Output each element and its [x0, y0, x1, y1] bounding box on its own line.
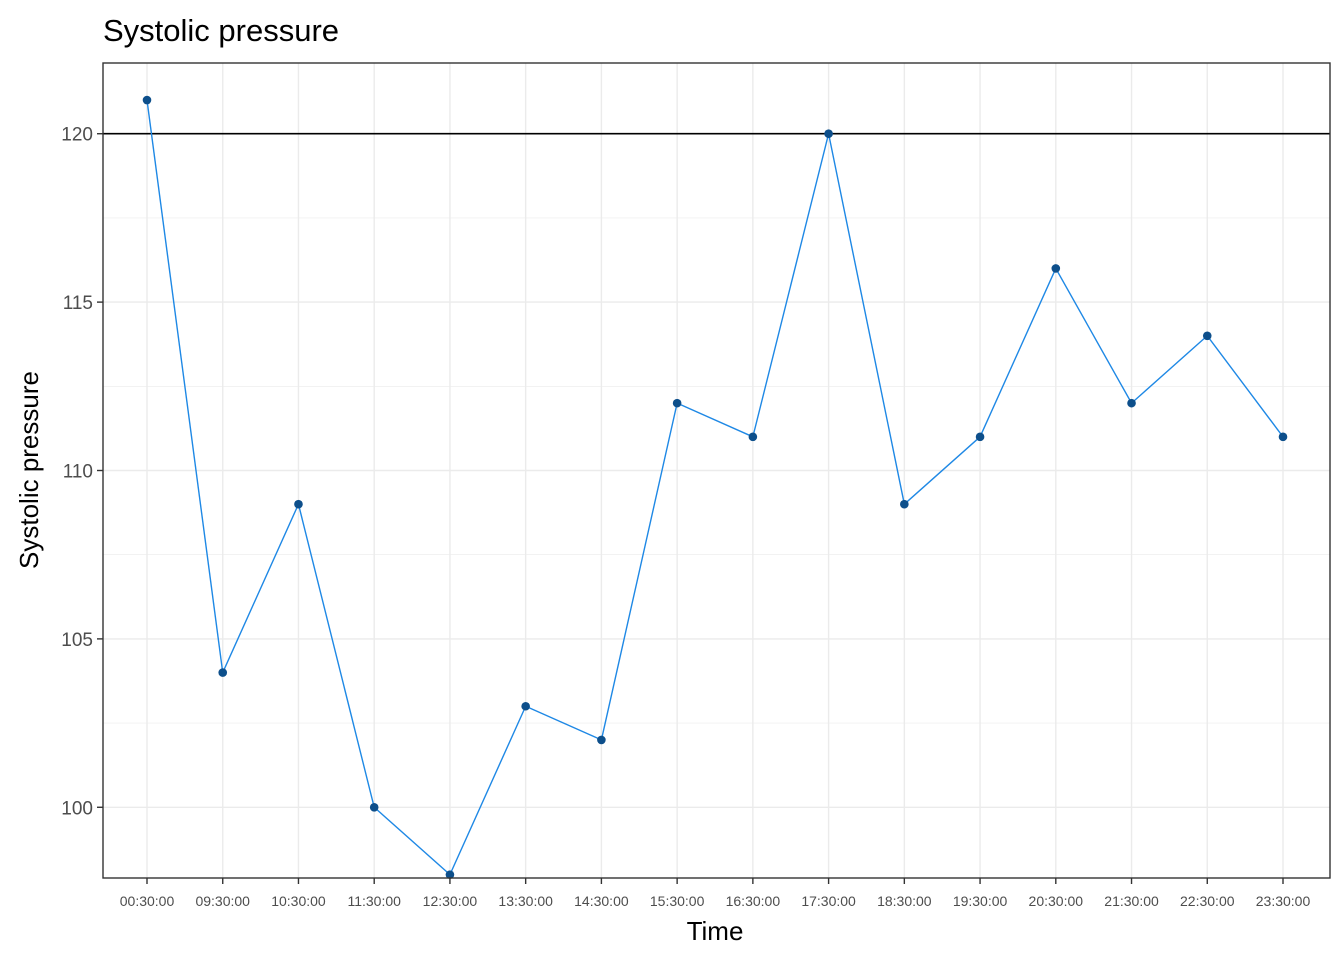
data-point [672, 398, 682, 408]
data-point [1127, 398, 1136, 408]
x-tick-label: 15:30:00 [650, 893, 705, 909]
series-segment [827, 133, 906, 505]
series-segment [373, 806, 451, 876]
series-segment [146, 99, 224, 673]
x-tick-label: 12:30:00 [423, 893, 478, 909]
chart-title: Systolic pressure [103, 13, 339, 48]
x-tick-label: 10:30:00 [271, 893, 326, 909]
series-line [146, 99, 1284, 876]
series-segment [752, 133, 830, 437]
y-tick-label: 120 [61, 125, 93, 146]
series-segment [600, 402, 678, 741]
data-point [218, 668, 228, 677]
x-tick-label: 13:30:00 [498, 893, 553, 909]
y-axis: 100 105 110 115 120 [61, 125, 103, 819]
series-segment [297, 504, 375, 808]
y-tick-label: 100 [61, 798, 93, 819]
grid [103, 63, 1330, 878]
x-tick-label: 17:30:00 [801, 893, 856, 909]
series-segment [1206, 335, 1284, 438]
series-segment [676, 402, 754, 438]
series-segment [1055, 268, 1133, 404]
data-point [294, 499, 303, 509]
x-tick-label: 16:30:00 [726, 893, 781, 909]
series-segment [979, 268, 1057, 438]
x-tick-label: 11:30:00 [347, 893, 401, 909]
x-tick-label: 19:30:00 [953, 893, 1008, 909]
x-axis: 00:30:00 09:30:00 10:30:00 11:30:00 12:30:00… [120, 878, 1311, 909]
data-point [521, 701, 530, 711]
x-tick-label: 18:30:00 [877, 893, 932, 909]
series-segment [222, 503, 300, 673]
x-tick-label: 09:30:00 [195, 893, 250, 909]
data-point [142, 95, 152, 105]
series-segment [1131, 335, 1208, 404]
x-tick-label: 23:30:00 [1256, 893, 1311, 909]
y-axis-label: Systolic pressure [14, 371, 44, 569]
data-point [748, 432, 758, 442]
series-segment [525, 705, 602, 741]
data-point [1278, 432, 1288, 442]
data-point [1202, 331, 1212, 341]
x-axis-label: Time [687, 916, 744, 946]
x-tick-label: 22:30:00 [1180, 893, 1235, 909]
data-points [142, 95, 1288, 879]
y-tick-label: 115 [63, 293, 93, 314]
y-tick-label: 105 [61, 630, 93, 651]
x-tick-label: 20:30:00 [1029, 893, 1084, 909]
x-tick-label: 00:30:00 [120, 893, 175, 909]
data-point [1051, 264, 1061, 273]
data-point [975, 432, 985, 442]
data-point [900, 499, 909, 509]
data-point [369, 802, 379, 812]
data-point [597, 735, 606, 745]
x-tick-label: 21:30:00 [1104, 893, 1159, 909]
series-segment [903, 436, 981, 505]
x-tick-label: 14:30:00 [574, 893, 629, 909]
data-point [824, 129, 833, 139]
data-point [445, 870, 455, 879]
series-segment [449, 705, 527, 875]
y-tick-label: 110 [63, 462, 93, 483]
